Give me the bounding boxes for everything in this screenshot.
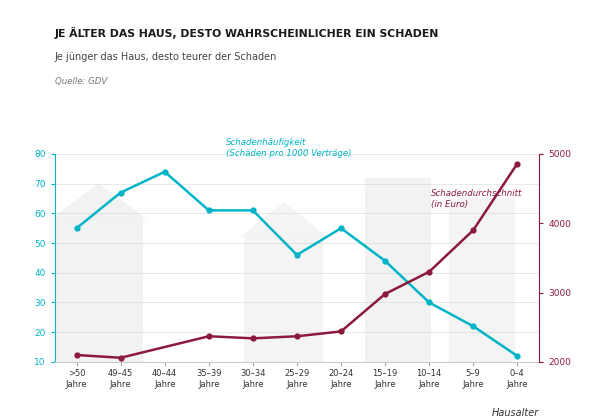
Text: JE ÄLTER DAS HAUS, DESTO WAHRSCHEINLICHER EIN SCHADEN: JE ÄLTER DAS HAUS, DESTO WAHRSCHEINLICHE… bbox=[55, 27, 439, 39]
Text: Hausalter: Hausalter bbox=[492, 408, 539, 416]
Text: Schadenhäufigkeit
(Schäden pro 1000 Verträge): Schadenhäufigkeit (Schäden pro 1000 Vert… bbox=[227, 138, 352, 158]
Polygon shape bbox=[239, 201, 328, 237]
Bar bbox=[449, 198, 515, 362]
Text: Quelle: GDV: Quelle: GDV bbox=[55, 77, 107, 86]
Bar bbox=[55, 219, 142, 362]
Text: Je jünger das Haus, desto teurer der Schaden: Je jünger das Haus, desto teurer der Sch… bbox=[55, 52, 277, 62]
Text: Schadendurchschnitt
(in Euro): Schadendurchschnitt (in Euro) bbox=[431, 189, 523, 209]
Bar bbox=[244, 237, 324, 362]
Polygon shape bbox=[50, 183, 147, 219]
Bar bbox=[365, 178, 431, 362]
